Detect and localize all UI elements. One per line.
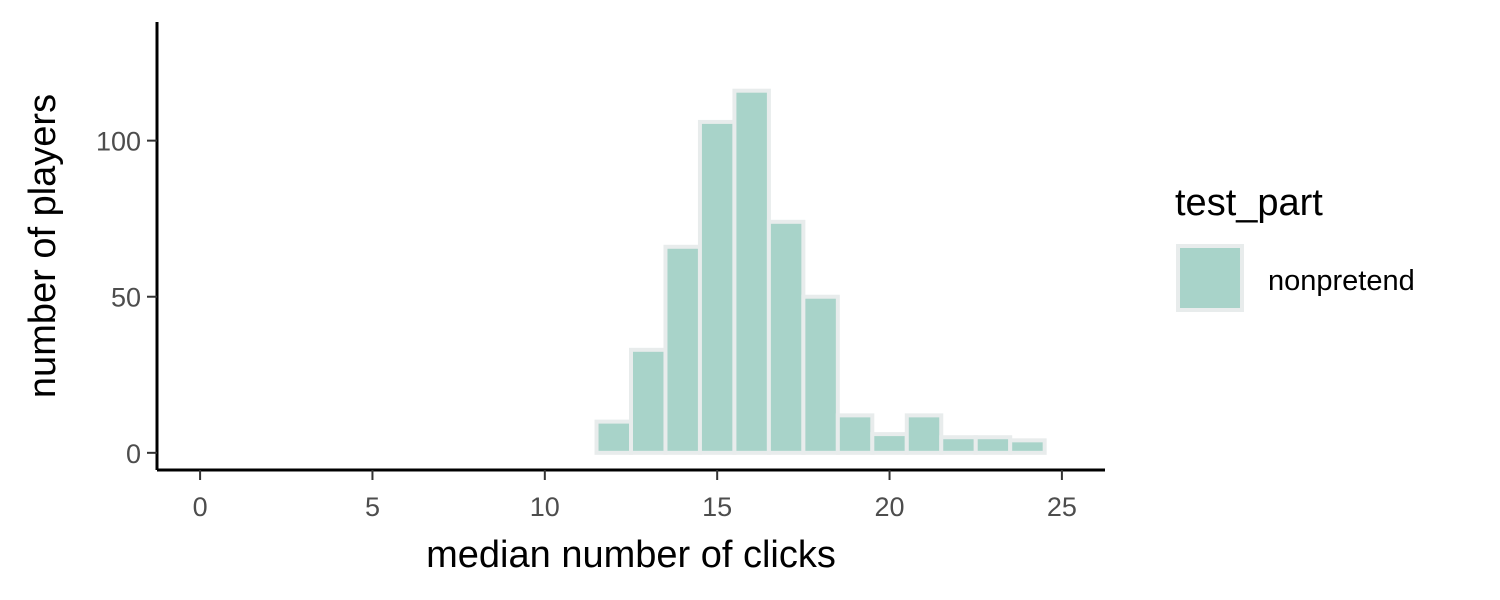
bar-12 <box>594 419 634 455</box>
bars-layer <box>594 88 1047 455</box>
y-tick-label-50: 50 <box>111 283 141 313</box>
y-tick-label-0: 0 <box>126 439 141 469</box>
bar-16 <box>732 88 771 455</box>
bar-13 <box>629 347 668 455</box>
bar-14 <box>663 244 702 455</box>
legend-label-nonpretend: nonpretend <box>1268 265 1415 297</box>
x-tick-label-15: 15 <box>702 492 732 522</box>
x-tick-label-0: 0 <box>193 492 208 522</box>
x-tick-label-20: 20 <box>875 492 905 522</box>
x-tick-label-25: 25 <box>1047 492 1077 522</box>
bar-21 <box>904 413 944 455</box>
bar-20 <box>870 432 909 455</box>
bar-19 <box>835 413 875 455</box>
bar-22 <box>939 435 978 455</box>
x-tick-label-10: 10 <box>530 492 560 522</box>
legend-key-nonpretend <box>1176 244 1244 312</box>
bar-17 <box>766 219 806 455</box>
x-ticks-layer: 0 5 10 15 20 25 <box>193 470 1077 522</box>
bar-15 <box>697 119 737 455</box>
bar-18 <box>801 294 840 455</box>
x-tick-label-5: 5 <box>365 492 380 522</box>
bar-23 <box>973 435 1013 455</box>
legend-title: test_part <box>1175 182 1323 224</box>
y-tick-label-100: 100 <box>96 127 141 157</box>
legend: test_part nonpretend <box>1175 182 1415 312</box>
y-ticks-layer: 0 50 100 <box>96 127 157 469</box>
bar-24 <box>1008 438 1047 455</box>
x-axis-title: median number of clicks <box>426 534 836 576</box>
y-axis-title: number of players <box>22 94 64 398</box>
